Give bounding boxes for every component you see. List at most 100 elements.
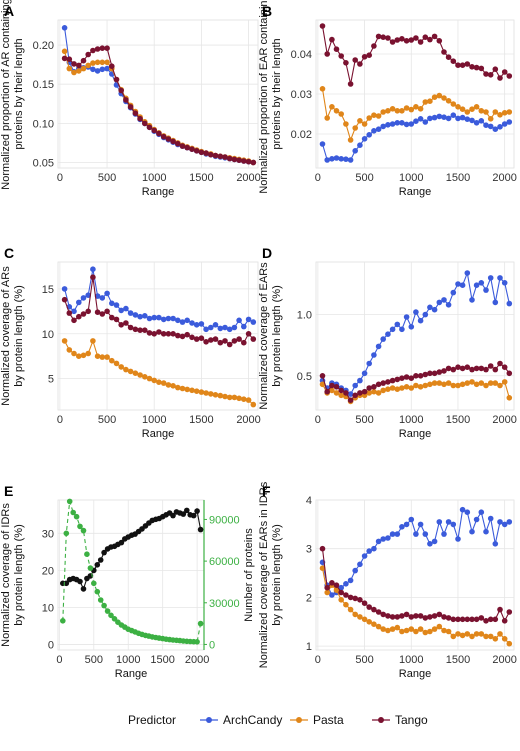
y-axis-title-line: by protein length (%): [13, 285, 25, 387]
x-tick-label: 2000: [492, 414, 516, 426]
data-point: [352, 57, 359, 63]
data-point: [217, 392, 224, 399]
x-tick-label: 1000: [142, 414, 166, 426]
data-point: [361, 388, 368, 395]
data-point: [455, 115, 461, 122]
data-point: [506, 609, 513, 615]
data-point: [394, 624, 401, 631]
data-point: [137, 115, 143, 122]
x-tick-label: 0: [57, 172, 63, 184]
data-point: [422, 34, 429, 40]
data-point: [380, 123, 387, 130]
x-axis-title: Range: [399, 186, 431, 198]
data-point: [104, 354, 110, 360]
data-point: [431, 370, 438, 377]
data-point: [478, 615, 485, 621]
data-point: [347, 606, 354, 613]
series-tango: [61, 274, 257, 348]
data-point: [497, 606, 503, 613]
data-point: [371, 128, 377, 134]
panel-b: 0 500 1000 1500 2000 0.02 0.03 0.04 Range Normali…: [258, 0, 517, 198]
data-point: [170, 138, 176, 145]
data-point: [127, 310, 134, 316]
data-point: [66, 310, 73, 316]
data-point: [413, 628, 419, 635]
data-point: [99, 45, 106, 51]
data-point: [217, 325, 224, 332]
data-point: [329, 387, 335, 394]
legend-marker: [206, 717, 212, 723]
data-point: [85, 51, 91, 58]
data-point: [226, 341, 233, 348]
x-tick-label: 1000: [142, 172, 166, 184]
data-point: [483, 109, 489, 115]
data-point: [385, 331, 391, 338]
data-point: [156, 314, 162, 321]
data-point: [506, 395, 513, 401]
data-point: [506, 519, 513, 525]
data-point: [193, 388, 200, 395]
secondary-y-tick-label: 30000: [209, 598, 240, 610]
data-point: [170, 315, 176, 322]
data-point: [338, 589, 345, 596]
y-tick-label: 15: [42, 284, 54, 296]
data-point: [151, 377, 157, 384]
data-point: [413, 613, 419, 619]
data-point: [324, 51, 331, 57]
data-point: [184, 317, 190, 324]
data-point: [361, 370, 368, 377]
y-tick-label: 5: [48, 374, 54, 386]
data-point: [76, 313, 82, 320]
data-point: [380, 34, 387, 40]
data-point: [422, 531, 429, 537]
data-point: [483, 366, 489, 373]
data-point: [66, 56, 73, 62]
data-point: [459, 616, 466, 623]
data-point: [241, 158, 247, 164]
data-point: [85, 350, 91, 357]
data-point: [90, 66, 96, 73]
data-point: [352, 148, 359, 154]
data-point: [492, 380, 499, 386]
data-point: [389, 377, 396, 384]
series-archcandy: [319, 112, 513, 163]
data-point: [61, 338, 68, 344]
y-tick-label: 0: [48, 639, 54, 651]
data-point: [319, 141, 326, 147]
data-point: [113, 360, 120, 367]
data-point: [245, 316, 252, 323]
data-point: [132, 110, 139, 116]
data-point: [427, 115, 433, 122]
data-point: [492, 66, 499, 72]
data-point: [399, 385, 405, 391]
data-point: [203, 150, 209, 156]
data-point: [380, 109, 387, 115]
data-point: [241, 339, 247, 346]
data-point: [445, 615, 452, 621]
data-point: [352, 611, 359, 618]
data-point: [127, 368, 134, 375]
data-point: [492, 541, 499, 547]
data-point: [375, 609, 382, 615]
data-point: [389, 614, 396, 620]
data-point: [94, 293, 101, 299]
data-point: [338, 392, 345, 399]
legend-title: Predictor: [128, 713, 176, 727]
data-point: [118, 322, 124, 328]
data-point: [236, 157, 242, 163]
data-point: [123, 320, 129, 326]
data-point: [113, 316, 120, 323]
x-tick-label: 2000: [236, 172, 260, 184]
data-point: [469, 64, 475, 70]
data-point: [497, 360, 503, 367]
data-point: [399, 613, 405, 619]
data-point: [366, 360, 373, 367]
series-pasta: [319, 86, 513, 143]
data-point: [111, 616, 118, 622]
data-point: [222, 393, 228, 400]
data-point: [241, 323, 247, 330]
data-point: [431, 538, 438, 545]
data-point: [417, 521, 424, 528]
data-point: [408, 106, 415, 113]
